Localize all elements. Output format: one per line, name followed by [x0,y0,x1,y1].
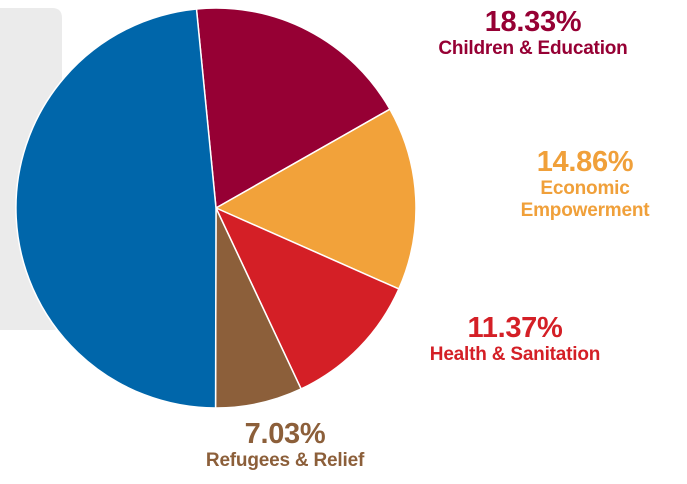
slice-name-economic-line2: Empowerment [520,199,650,221]
slice-label-refugees-relief: 7.03% Refugees & Relief [155,418,415,472]
pie-slice-economic-empowerment [215,108,417,290]
slice-percent-refugees-relief: 7.03% [244,418,326,450]
slice-percent-economic-empowerment: 14.86% [536,146,634,178]
pie-slice-remaining [15,8,217,409]
slice-name-refugees-relief: Refugees & Relief [205,450,365,472]
slice-label-health-sanitation: 11.37% Health & Sanitation [380,312,650,366]
slice-name-economic-line1: Economic [540,178,630,200]
pie-slice-children-education [195,7,391,209]
slice-percent-children-education: 18.33% [484,6,582,38]
slice-name-children-education: Children & Education [438,38,628,60]
slice-label-children-education: 18.33% Children & Education [398,6,668,60]
slice-percent-health-sanitation: 11.37% [467,312,563,344]
slice-label-economic-empowerment: 14.86% Economic Empowerment [490,146,680,221]
pie-slice-health-sanitation [215,207,400,390]
slice-name-health-sanitation: Health & Sanitation [429,344,601,366]
